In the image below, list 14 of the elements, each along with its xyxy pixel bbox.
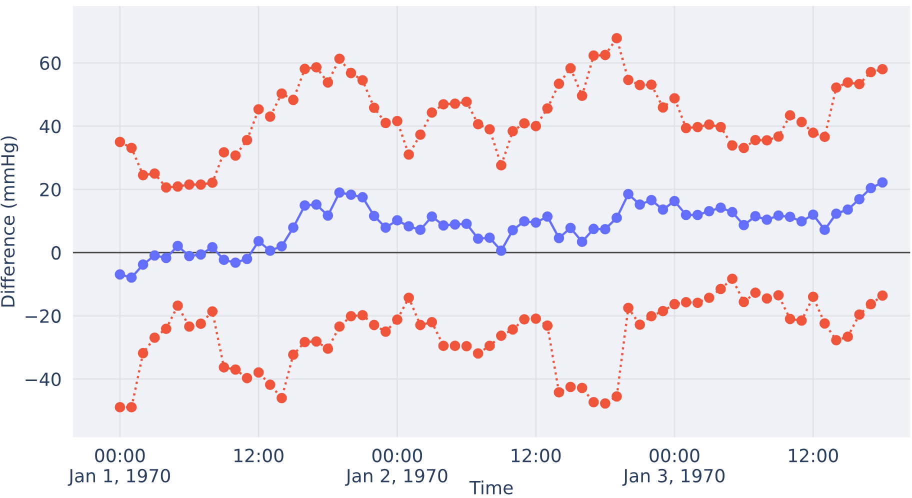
x-tick-label: 00:00 Jan 3, 1970	[622, 448, 725, 486]
y-tick-label: −40	[26, 372, 61, 386]
x-axis-title: Time	[469, 480, 513, 494]
y-tick-label: 60	[40, 56, 61, 70]
x-tick-label: 00:00 Jan 2, 1970	[345, 448, 448, 486]
x-tick-label: 12:00	[789, 448, 838, 462]
y-tick-label: −20	[26, 309, 61, 323]
y-axis-title: Difference (mmHg)	[0, 136, 18, 307]
y-tick-label: 20	[40, 182, 61, 196]
y-tick-label: 40	[40, 120, 61, 134]
x-tick-label: 12:00	[234, 448, 284, 462]
x-tick-label: 12:00	[512, 448, 561, 462]
y-tick-label: 0	[52, 246, 61, 260]
x-tick-label: 00:00 Jan 1, 1970	[68, 448, 170, 486]
